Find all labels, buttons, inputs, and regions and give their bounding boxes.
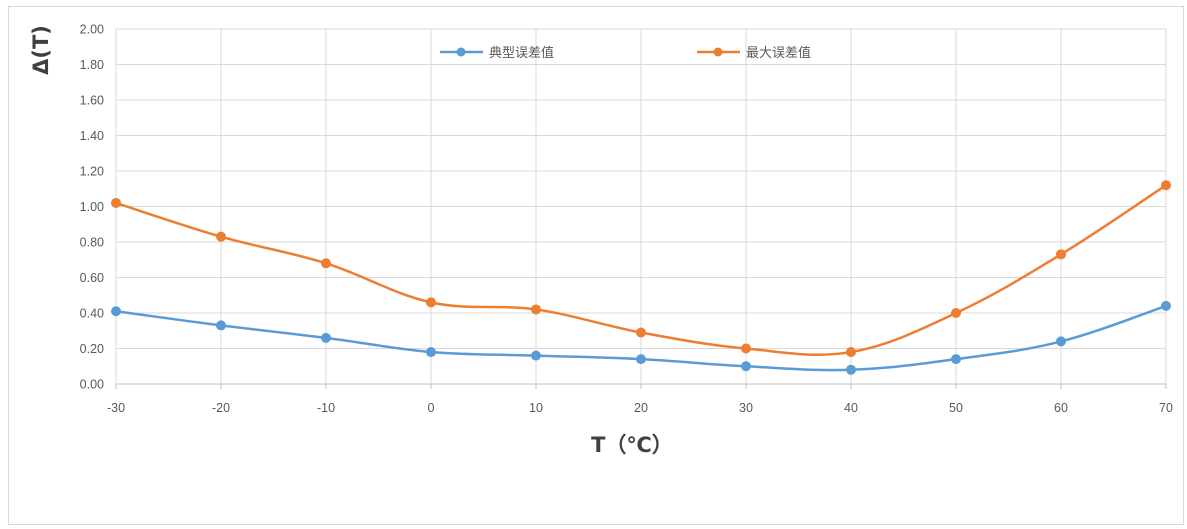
x-tick-label: 40: [844, 401, 858, 415]
series-lines: [111, 180, 1171, 375]
data-point-1: [846, 347, 856, 358]
data-point-1: [111, 197, 121, 208]
y-axis-title: Δ(T): [29, 25, 53, 75]
y-tick-label: 1.20: [80, 165, 104, 179]
data-point-0: [216, 320, 226, 331]
x-tick-label: 30: [739, 401, 753, 415]
x-tick-label: 50: [949, 401, 963, 415]
legend-marker-max: [713, 47, 723, 57]
legend-marker-typical: [456, 47, 466, 57]
data-point-0: [741, 361, 751, 372]
y-tick-label: 0.60: [80, 271, 104, 285]
data-point-0: [111, 306, 121, 317]
data-point-1: [741, 343, 751, 354]
y-tick-label: 1.00: [80, 200, 104, 214]
data-point-1: [531, 304, 541, 315]
y-tick-label: 0.00: [80, 378, 104, 392]
x-tick-label: 20: [634, 401, 648, 415]
legend-label-max: 最大误差值: [746, 45, 811, 61]
legend: 典型误差值 最大误差值: [440, 45, 811, 61]
data-point-1: [1056, 249, 1066, 260]
grid-lines: [115, 28, 1167, 389]
data-point-0: [636, 354, 646, 365]
data-point-0: [846, 364, 856, 375]
x-tick-label: 60: [1054, 401, 1068, 415]
y-tick-label: 1.60: [80, 94, 104, 108]
legend-label-typical: 典型误差值: [489, 45, 554, 61]
data-point-1: [951, 308, 961, 318]
x-axis-title: T（℃）: [591, 433, 673, 457]
data-point-1: [426, 297, 436, 308]
data-point-0: [531, 350, 541, 361]
data-point-0: [426, 347, 436, 358]
y-tick-label: 0.80: [80, 236, 104, 250]
x-tick-label: -30: [107, 401, 125, 415]
data-point-1: [1161, 180, 1171, 191]
x-tick-label: 0: [428, 401, 435, 415]
y-tick-label: 0.20: [80, 342, 104, 356]
data-point-0: [1161, 300, 1171, 311]
data-point-1: [636, 327, 646, 338]
y-tick-labels: 0.00 0.20 0.40 0.60 0.80 1.00 1.20 1.40 1.60 1.80…: [80, 23, 104, 392]
chart-frame: [8, 6, 1184, 525]
x-tick-labels: -30 -20 -10 0 10 20 30 40 50 60 70: [107, 401, 1173, 415]
data-point-0: [951, 354, 961, 365]
x-tick-label: -20: [212, 401, 230, 415]
data-point-0: [321, 332, 331, 343]
y-tick-label: 1.40: [80, 129, 104, 143]
y-tick-label: 2.00: [80, 23, 104, 37]
x-tick-label: 70: [1159, 401, 1173, 415]
data-point-1: [321, 258, 331, 269]
data-point-1: [216, 231, 226, 242]
data-point-0: [1056, 336, 1066, 347]
x-tick-label: -10: [317, 401, 335, 415]
y-tick-label: 1.80: [80, 58, 104, 72]
y-tick-label: 0.40: [80, 307, 104, 321]
x-tick-label: 10: [529, 401, 543, 415]
